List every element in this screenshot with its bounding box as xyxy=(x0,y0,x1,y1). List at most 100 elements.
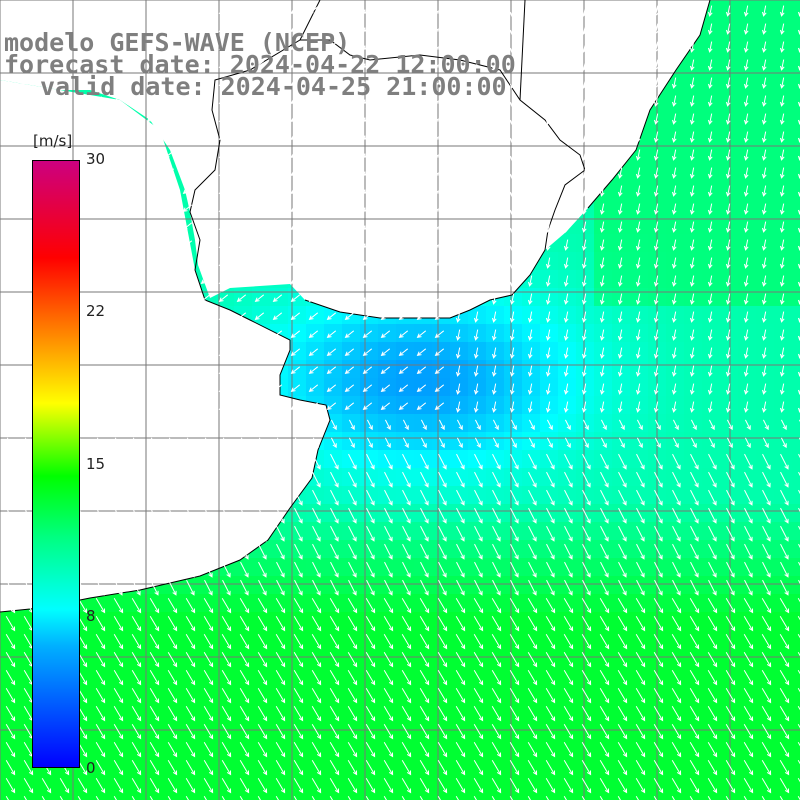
wind-arrow xyxy=(653,23,659,35)
wind-cell xyxy=(702,792,720,800)
wind-arrow xyxy=(96,561,105,578)
wind-arrow xyxy=(618,525,627,542)
wind-arrow xyxy=(563,616,574,632)
wind-arrow xyxy=(2,204,13,212)
wind-arrow xyxy=(150,437,157,449)
wind-arrow xyxy=(128,348,139,356)
wind-arrow xyxy=(182,204,193,212)
wind-arrow xyxy=(275,652,286,668)
wind-arrow xyxy=(2,294,13,302)
wind-arrow xyxy=(708,543,717,560)
wind-arrow xyxy=(204,489,213,506)
wind-arrow xyxy=(402,525,411,542)
wind-arrow xyxy=(312,453,321,470)
wind-arrow xyxy=(563,77,569,89)
wind-arrow xyxy=(473,401,479,413)
wind-arrow xyxy=(2,60,13,68)
wind-arrow xyxy=(434,186,445,194)
wind-arrow xyxy=(110,294,121,302)
wind-arrow xyxy=(20,384,31,392)
wind-arrow xyxy=(401,598,412,614)
wind-arrow xyxy=(168,525,177,542)
wind-arrow xyxy=(726,507,735,524)
wind-arrow xyxy=(186,525,195,542)
wind-arrow xyxy=(329,652,340,668)
wind-arrow xyxy=(110,60,121,68)
wind-cell xyxy=(288,792,306,800)
wind-arrow xyxy=(257,724,268,740)
wind-cell xyxy=(792,774,800,792)
wind-arrow xyxy=(545,221,551,233)
wind-arrow xyxy=(290,366,301,374)
wind-arrow xyxy=(348,437,355,449)
wind-arrow xyxy=(491,41,497,53)
wind-cell xyxy=(234,792,252,800)
wind-arrow xyxy=(20,258,31,266)
wind-arrow xyxy=(635,778,646,794)
wind-arrow xyxy=(416,240,427,248)
wind-arrow xyxy=(383,760,394,776)
wind-cell xyxy=(792,558,800,576)
wind-cell xyxy=(594,792,612,800)
wind-arrow xyxy=(491,598,502,614)
wind-arrow xyxy=(326,384,337,392)
wind-arrow xyxy=(527,95,533,107)
wind-arrow xyxy=(239,706,250,722)
wind-arrow xyxy=(654,507,663,524)
forecast-date: forecast date: 2024-04-22 12:00:00 xyxy=(4,50,516,79)
wind-arrow xyxy=(258,471,267,488)
wind-arrow xyxy=(272,78,283,86)
wind-arrow xyxy=(380,132,391,140)
wind-arrow xyxy=(654,561,663,578)
wind-arrow xyxy=(23,796,27,800)
wind-arrow xyxy=(402,561,411,578)
wind-arrow xyxy=(275,760,286,776)
wind-arrow xyxy=(527,598,538,614)
wind-arrow xyxy=(581,634,592,650)
wind-arrow xyxy=(113,598,124,614)
wind-arrow xyxy=(509,634,520,650)
wind-arrow xyxy=(509,257,515,269)
wind-arrow xyxy=(110,168,121,176)
wind-arrow xyxy=(473,95,479,107)
wind-arrow xyxy=(600,489,609,506)
wind-arrow xyxy=(272,204,283,212)
wind-arrow xyxy=(509,131,515,143)
wind-arrow xyxy=(546,543,555,560)
wind-arrow xyxy=(671,365,677,377)
wind-arrow xyxy=(203,742,214,758)
wind-arrow xyxy=(308,78,319,86)
wind-arrow xyxy=(707,634,718,650)
wind-arrow xyxy=(743,185,749,197)
wind-arrow xyxy=(545,634,556,650)
wind-arrow xyxy=(779,383,785,395)
wind-arrow xyxy=(653,688,664,704)
wind-arrow xyxy=(528,453,537,470)
wind-arrow xyxy=(222,471,231,488)
wind-arrow xyxy=(545,23,551,35)
wind-arrow xyxy=(635,688,646,704)
wind-arrow xyxy=(563,329,569,341)
wind-arrow xyxy=(474,543,483,560)
wind-arrow xyxy=(308,366,319,374)
wind-arrow xyxy=(599,23,605,35)
wind-arrow xyxy=(434,24,445,32)
wind-arrow xyxy=(636,419,643,431)
wind-arrow xyxy=(581,401,587,413)
wind-arrow xyxy=(707,275,713,287)
wind-arrow xyxy=(779,77,785,89)
wind-arrow xyxy=(20,114,31,122)
wind-arrow xyxy=(95,778,106,794)
wind-arrow xyxy=(581,203,587,215)
wind-arrow xyxy=(563,760,574,776)
wind-arrow xyxy=(348,419,355,431)
wind-arrow xyxy=(290,150,301,158)
wind-arrow xyxy=(473,113,479,125)
wind-arrow xyxy=(527,221,533,233)
wind-arrow xyxy=(398,42,409,50)
wind-arrow xyxy=(510,471,519,488)
wind-arrow xyxy=(564,525,573,542)
wind-arrow xyxy=(671,77,677,89)
wind-arrow xyxy=(416,330,427,338)
wind-arrow xyxy=(707,365,713,377)
